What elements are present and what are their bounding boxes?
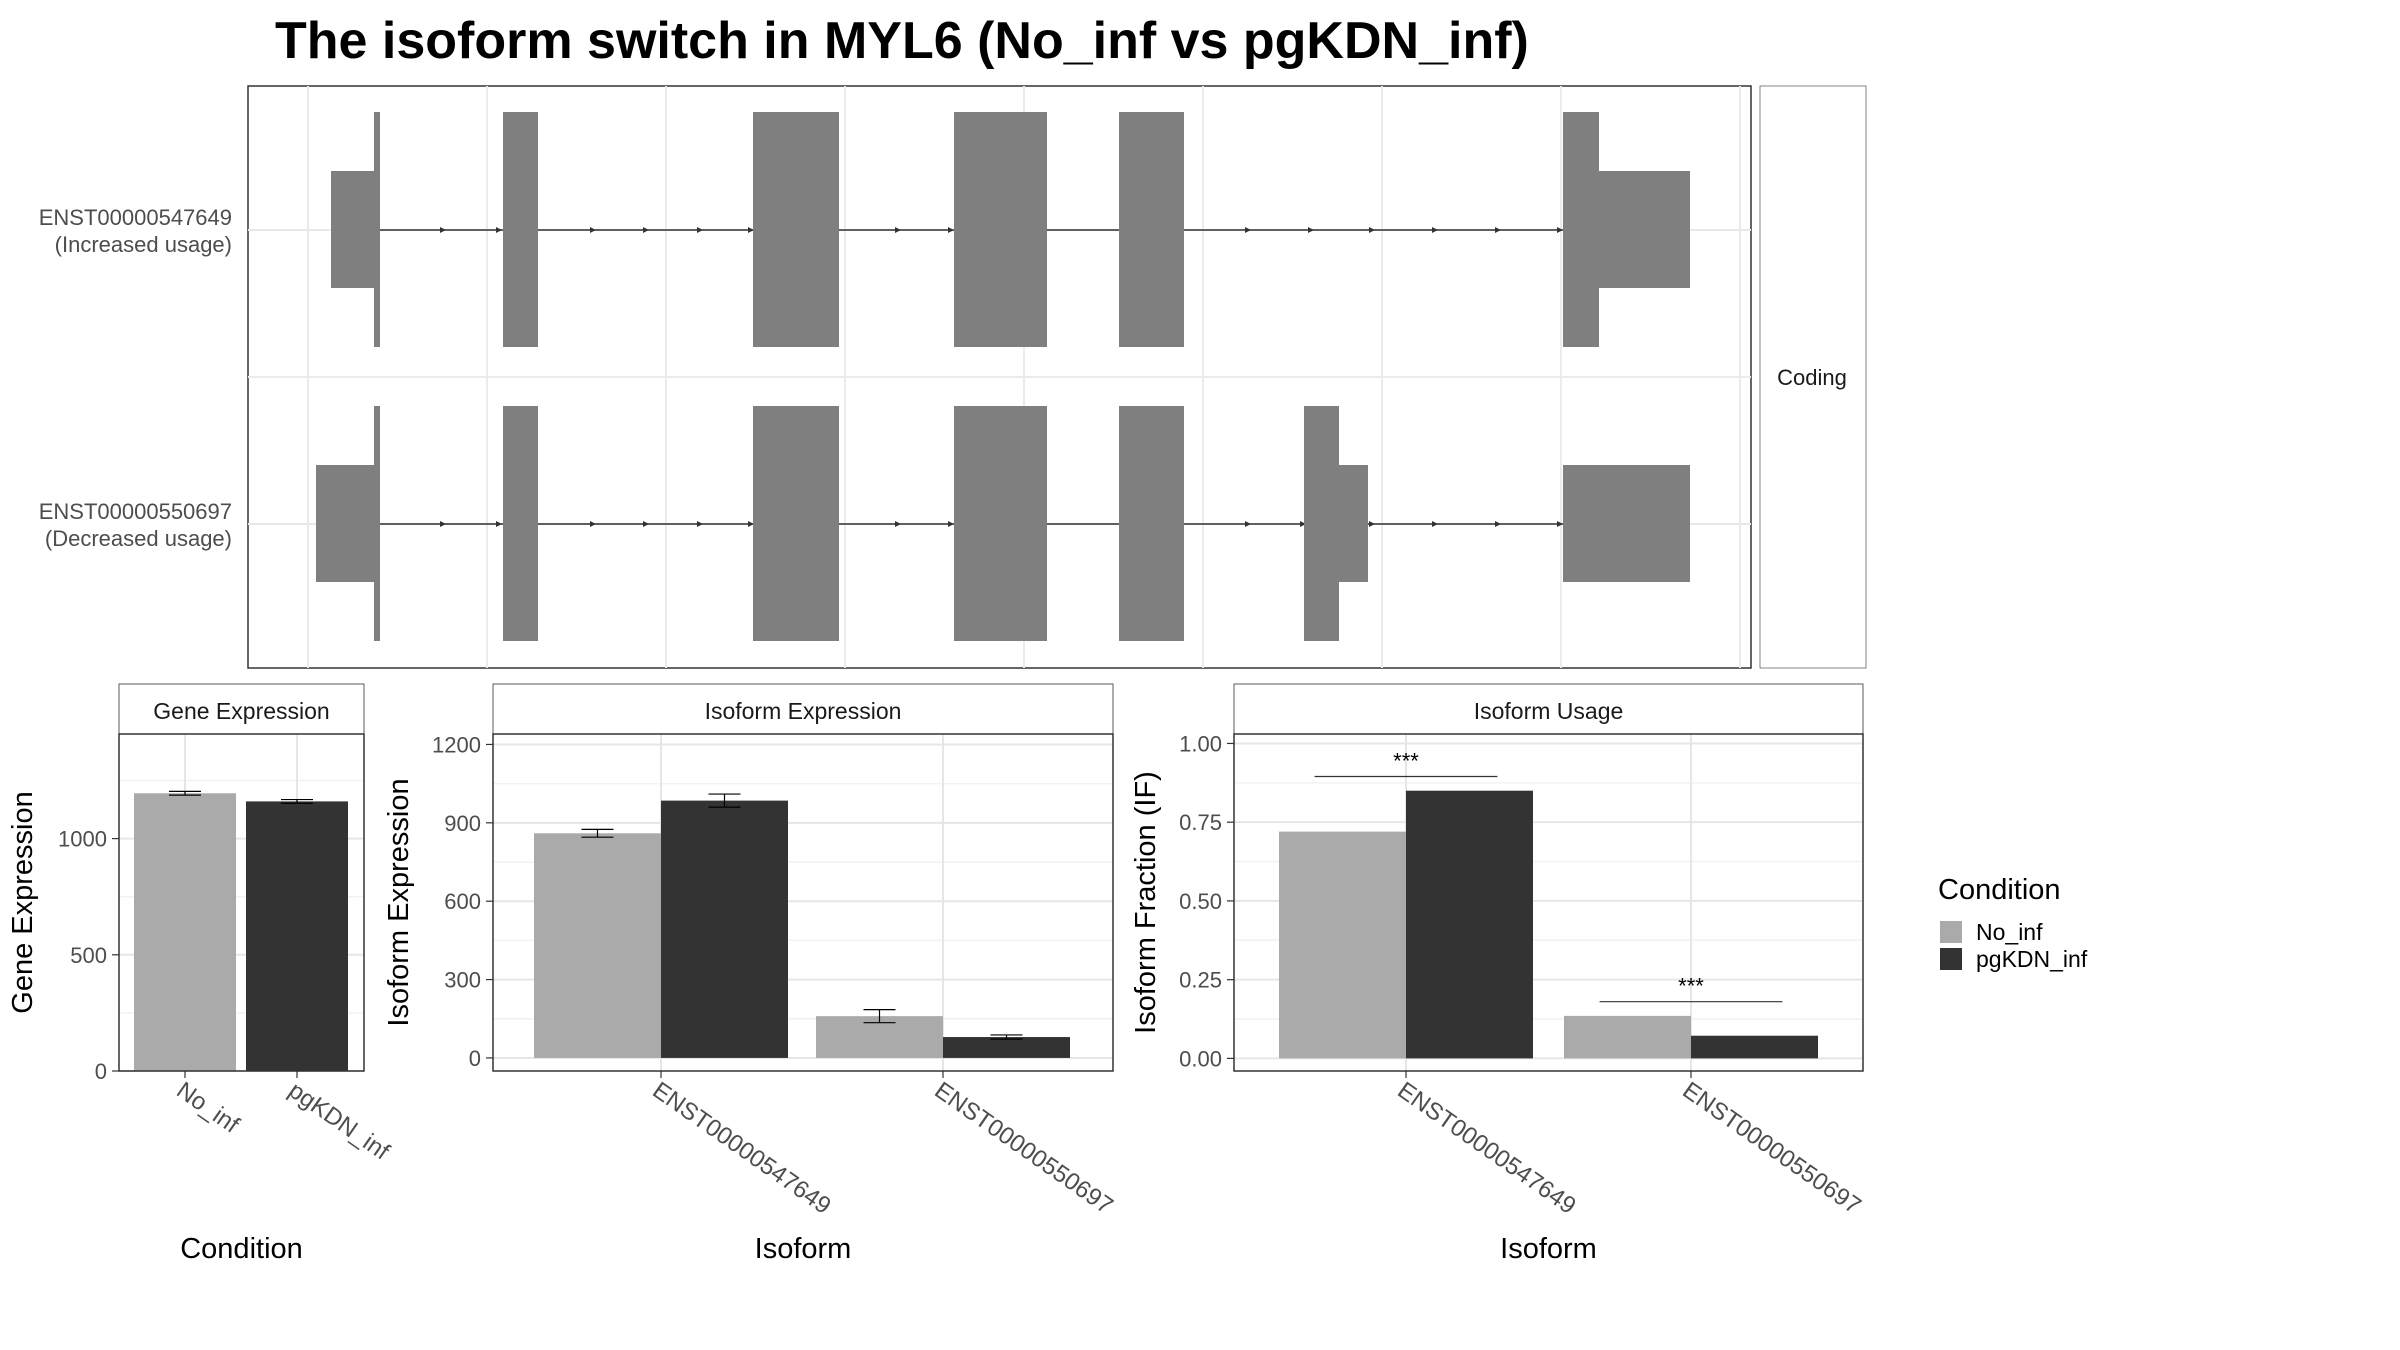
exon-coding (753, 406, 839, 641)
bar-no-inf (134, 793, 236, 1071)
x-tick-label: pgKDN_inf (284, 1077, 395, 1166)
x-axis-title: Isoform (1500, 1233, 1597, 1265)
y-tick-label: 1200 (432, 732, 481, 757)
x-tick-label: ENST00000550697 (1678, 1077, 1866, 1220)
exon-coding (503, 406, 538, 641)
track-label-547649: ENST00000547649 (39, 205, 232, 230)
exon-coding (1304, 406, 1339, 641)
intron-arrows (440, 227, 1563, 233)
bar-pgkdn-inf-enst00000547649 (661, 800, 788, 1058)
bar-pgkdn-inf (246, 801, 348, 1071)
exon-coding (374, 406, 380, 641)
exons (316, 406, 1690, 641)
facet-strip (1759, 85, 1867, 669)
bar-no-inf-enst00000547649 (534, 833, 661, 1058)
legend-title: Condition (1938, 874, 2061, 906)
y-tick-label: 0.50 (1179, 889, 1222, 914)
y-tick-label: 900 (444, 811, 481, 836)
exon-coding (1119, 112, 1184, 347)
significance-label: *** (1393, 749, 1419, 774)
exon-coding (954, 112, 1047, 347)
exons (331, 112, 1690, 347)
y-tick-label: 0.25 (1179, 968, 1222, 993)
exon-coding (1563, 112, 1599, 347)
y-axis-title: Isoform Expression (383, 778, 415, 1026)
panel-strip-title: Isoform Usage (1474, 698, 1624, 724)
bar-pgkdn-inf-enst00000550697 (943, 1037, 1070, 1058)
bar-no-inf-enst00000547649 (1279, 831, 1406, 1059)
exon-utr (1339, 465, 1368, 582)
exon-utr (331, 171, 374, 288)
legend-swatch-no-inf (1940, 921, 1962, 943)
exon-coding (374, 112, 380, 347)
y-tick-label: 0 (95, 1059, 107, 1084)
x-tick-label: ENST00000550697 (930, 1077, 1118, 1220)
track-label-550697: ENST00000550697 (39, 499, 232, 524)
exon-coding (753, 112, 839, 347)
legend-label-no-inf: No_inf (1976, 919, 2043, 945)
x-tick-label: ENST00000547649 (648, 1077, 836, 1220)
panel-strip (118, 683, 365, 735)
exon-utr (1563, 465, 1690, 582)
y-tick-label: 1000 (58, 827, 107, 852)
figure-title: The isoform switch in MYL6 (No_inf vs pg… (275, 12, 1529, 70)
legend-swatch-pgkdn-inf (1940, 948, 1962, 970)
exon-utr (1599, 171, 1690, 288)
isoform-usage-panel: Isoform Usage *** *** 0.00 0.25 0.50 0.75 1.00 E… (1130, 683, 1866, 1265)
structure-gridlines (248, 86, 1751, 668)
track-sublabel-547649: (Increased usage) (55, 232, 232, 257)
exon-coding (954, 406, 1047, 641)
y-tick-label: 300 (444, 968, 481, 993)
exon-coding (503, 112, 538, 347)
y-tick-label: 0 (469, 1046, 481, 1071)
facet-label: Coding (1777, 365, 1847, 390)
gene-expression-panel: Gene Expression 0 500 1000 No_inf pgKDN_inf Ge… (7, 683, 395, 1265)
y-tick-label: 600 (444, 889, 481, 914)
exon-coding (1119, 406, 1184, 641)
y-axis-title: Gene Expression (7, 791, 39, 1013)
x-axis-title: Condition (180, 1233, 303, 1265)
panel-border (118, 733, 365, 1072)
significance-label: *** (1678, 974, 1704, 999)
panel-strip (492, 683, 1114, 735)
exon-utr (316, 465, 374, 582)
x-axis-title: Isoform (755, 1233, 852, 1265)
y-tick-label: 500 (70, 943, 107, 968)
legend: Condition No_inf pgKDN_inf (1938, 874, 2088, 972)
isoform-track-547649 (331, 112, 1690, 347)
legend-label-pgkdn-inf: pgKDN_inf (1976, 946, 2088, 972)
track-sublabel-550697: (Decreased usage) (45, 526, 232, 551)
y-tick-label: 0.75 (1179, 810, 1222, 835)
x-tick-label: No_inf (172, 1077, 245, 1139)
structure-panel: Coding (39, 85, 1867, 669)
panel-border (492, 733, 1114, 1072)
bar-pgkdn-inf-enst00000550697 (1691, 1035, 1818, 1059)
panel-strip (1233, 683, 1864, 735)
panel-strip-title: Gene Expression (153, 698, 329, 724)
bar-pgkdn-inf-enst00000547649 (1406, 790, 1533, 1059)
x-tick-label: ENST00000547649 (1393, 1077, 1581, 1220)
bar-no-inf-enst00000550697 (1564, 1015, 1691, 1059)
y-axis-title: Isoform Fraction (IF) (1130, 771, 1162, 1034)
y-tick-label: 0.00 (1179, 1046, 1222, 1071)
isoform-expression-panel: Isoform Expression 0 300 600 900 1200 ENST0000… (383, 683, 1118, 1265)
panel-border (1233, 733, 1864, 1072)
panel-strip-title: Isoform Expression (705, 698, 902, 724)
y-tick-label: 1.00 (1179, 731, 1222, 756)
isoform-track-550697 (316, 406, 1690, 641)
intron-arrows (440, 521, 1563, 527)
